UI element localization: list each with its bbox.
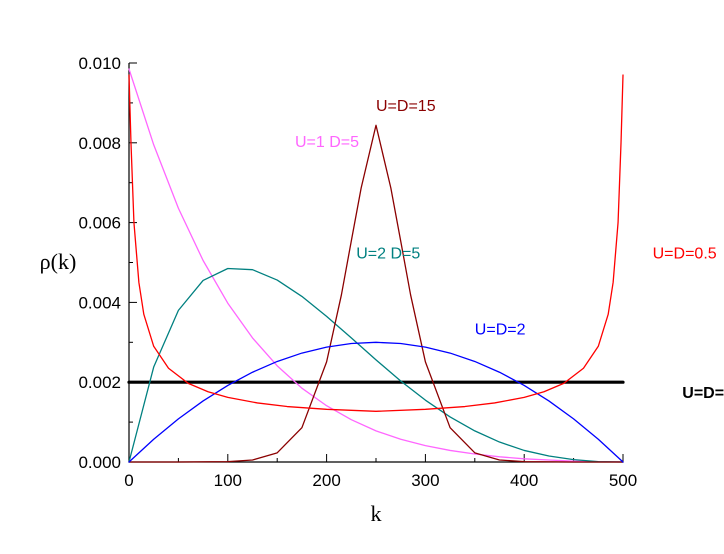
series-labels: U=1 D=5 U=2 D=5 U=D=15 U=D=2 U=D=0.5 U=D=1 <box>295 98 724 402</box>
series-label: U=D=0.5 <box>653 246 717 263</box>
x-tick-label: 300 <box>411 471 439 490</box>
series-label: U=D=1 <box>682 385 724 402</box>
series-line-u-1-d-5 <box>128 68 624 463</box>
x-tick-label: 0 <box>124 471 133 490</box>
x-tick-label: 400 <box>510 471 538 490</box>
axis-ticks: 0 100 200 300 400 500 0.000 0.002 0.004 0.006 0.00… <box>78 54 637 490</box>
y-tick-label: 0.002 <box>78 373 121 392</box>
y-tick-label: 0.006 <box>78 214 121 233</box>
x-tick-label: 100 <box>214 471 242 490</box>
y-tick-label: 0.004 <box>78 293 121 312</box>
series-label: U=1 D=5 <box>295 134 359 151</box>
series-label: U=D=2 <box>475 321 526 338</box>
series-label: U=D=15 <box>376 98 436 115</box>
y-tick-label: 0.010 <box>78 54 121 73</box>
x-tick-label: 200 <box>312 471 340 490</box>
series-line-u-d-15 <box>128 124 624 463</box>
x-tick-label: 500 <box>609 471 637 490</box>
series-line-u-d-2 <box>128 341 624 463</box>
y-tick-label: 0.008 <box>78 134 121 153</box>
y-tick-label: 0.000 <box>78 453 121 472</box>
series-label: U=2 D=5 <box>356 246 420 263</box>
x-axis-title: k <box>371 501 382 526</box>
y-axis-title: ρ(k) <box>40 249 77 274</box>
series-line-u-2-d-5 <box>128 267 624 463</box>
series-line-u-d-0-5 <box>128 74 624 412</box>
series-layer <box>127 68 625 463</box>
